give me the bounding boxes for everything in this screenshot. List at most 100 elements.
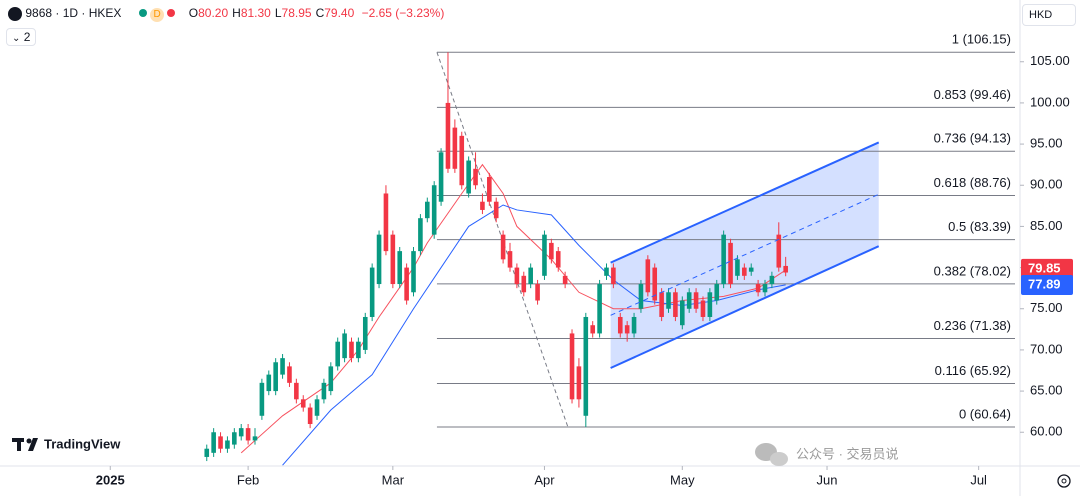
candle-body [693, 292, 699, 309]
candle-body [342, 333, 347, 359]
candle-body [659, 292, 664, 317]
change: −2.65 (−3.23%) [361, 6, 445, 20]
candle-body [755, 284, 761, 293]
currency-button[interactable]: HKD [1022, 4, 1076, 26]
y-tick-label: 60.00 [1030, 424, 1063, 439]
candle-body [280, 358, 285, 375]
candle-body [335, 341, 341, 367]
candle-body [576, 366, 582, 400]
settings-icon[interactable] [1057, 474, 1071, 488]
candle-body [748, 267, 754, 272]
chevron: ⌄ [12, 33, 21, 44]
candle-body [652, 267, 658, 301]
candle-body [507, 251, 513, 268]
ohlc-value: 81.30 [240, 6, 271, 20]
ohlc-value: 79.40 [324, 6, 355, 20]
candle-body [769, 275, 775, 285]
channel-lower [610, 245, 880, 369]
wechat-icon [755, 443, 788, 466]
candle-body [225, 440, 230, 449]
candle-body [287, 366, 292, 383]
candle-body [397, 251, 403, 285]
moving-average [282, 204, 786, 466]
x-tick-label: Apr [534, 472, 555, 487]
candle-body [473, 168, 478, 186]
candle-body [666, 292, 671, 309]
candle-body [362, 316, 368, 350]
candle-body [583, 316, 589, 416]
candle-body [673, 292, 678, 317]
watermark: 公众号 · 交易员说 [796, 446, 899, 461]
candle-body [383, 193, 389, 252]
badge: D [150, 8, 165, 22]
candle-body [707, 292, 713, 317]
y-tick-label: 105.00 [1030, 53, 1070, 68]
candle-body [521, 275, 527, 293]
candle-body [438, 152, 444, 202]
y-tick-label: 85.00 [1030, 218, 1063, 233]
candle-body [735, 259, 740, 276]
settings-icon-core [1061, 478, 1067, 484]
candle-body [218, 436, 223, 449]
fib-label: 0.236 (71.38) [934, 318, 1011, 333]
candle-body [466, 160, 471, 194]
plot-area: 1 (106.15) 0.853 (99.46) 0.736 (94.13) 0.61… [204, 32, 1015, 466]
candle-body [493, 201, 499, 219]
candle-body [211, 432, 216, 453]
logo-text: TradingView [44, 436, 121, 451]
y-tick-label: 70.00 [1030, 341, 1063, 356]
indicator-toggle[interactable]: ⌄ 2 [6, 28, 37, 46]
fib-label: 1 (106.15) [952, 32, 1011, 47]
candle-body [611, 267, 616, 285]
candle-body [762, 284, 768, 293]
y-tick-label: 75.00 [1030, 300, 1063, 315]
fib-label: 0.5 (83.39) [948, 219, 1011, 234]
candle-body [742, 267, 747, 276]
candle-body [562, 275, 568, 285]
candle-body [307, 407, 313, 425]
candle-body [624, 325, 630, 334]
ohlc-key: H [232, 6, 241, 20]
candle-body [542, 234, 547, 276]
price-label: 79.85 [1028, 260, 1061, 275]
candle-body [266, 374, 272, 392]
candle-body [294, 382, 299, 400]
candle-body [349, 341, 354, 359]
candle-body [452, 127, 458, 169]
candle-body [445, 102, 451, 169]
candle-body [418, 218, 423, 252]
candle-body [321, 382, 327, 400]
candle-body [459, 135, 465, 186]
candle-body [232, 432, 237, 445]
candle-body [783, 265, 788, 273]
candle-body [204, 448, 210, 457]
symbol[interactable]: 9868 · 1D · HKEX [25, 6, 122, 20]
ohlc-key: C [315, 6, 325, 20]
candle-body [487, 177, 492, 202]
candle-body [238, 428, 244, 437]
fib-label: 0 (60.64) [959, 406, 1011, 421]
candle-body [597, 284, 602, 334]
x-tick-label: May [670, 472, 695, 487]
candle-body [535, 284, 540, 301]
candle-body [314, 399, 320, 416]
ohlc-value: 78.95 [281, 6, 312, 20]
candle-body [617, 316, 623, 334]
candle-body [328, 366, 334, 392]
candle-body [728, 242, 733, 285]
fib-label: 0.853 (99.46) [934, 87, 1011, 102]
channel-upper [610, 141, 880, 264]
candle-body [549, 242, 554, 260]
candle-body [631, 316, 637, 334]
channel-median [610, 193, 879, 316]
y-tick-label: 90.00 [1030, 177, 1063, 192]
fib-label: 0.382 (78.02) [934, 263, 1011, 278]
x-tick-label: 2025 [96, 472, 125, 487]
candle-body [700, 300, 706, 317]
x-tick-label: Jul [970, 472, 987, 487]
status-dot [138, 9, 147, 17]
ohlc-key: L [274, 6, 282, 20]
fib-label: 0.736 (94.13) [934, 131, 1011, 146]
